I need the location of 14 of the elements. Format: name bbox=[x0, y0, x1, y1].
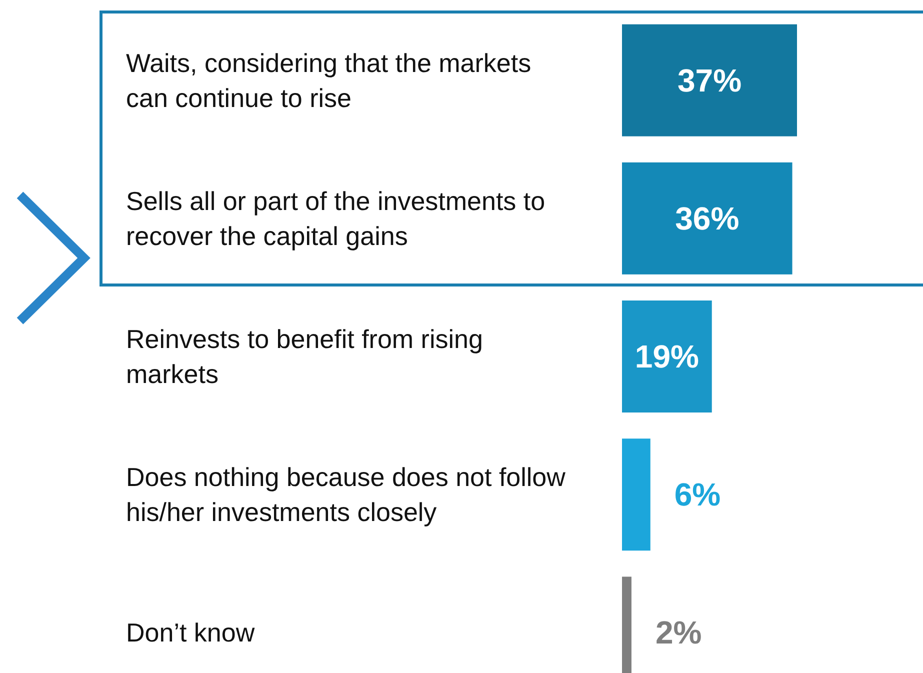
data-label: 2% bbox=[655, 614, 702, 651]
data-label: 6% bbox=[674, 476, 721, 513]
y-tick-label: Does nothing because does not follow his/her investments closely bbox=[126, 462, 566, 528]
y-tick-label: Don’t know bbox=[126, 618, 255, 648]
bar bbox=[622, 162, 792, 274]
y-tick-label: Reinvests to benefit from rising markets bbox=[126, 324, 483, 389]
data-label: 19% bbox=[634, 338, 699, 374]
y-tick-label: Sells all or part of the investments to recover the capital gains bbox=[126, 186, 546, 251]
data-label: 36% bbox=[675, 200, 740, 236]
data-label: 37% bbox=[677, 62, 742, 98]
bar bbox=[622, 438, 650, 551]
bar bbox=[622, 300, 712, 412]
y-tick-label: Waits, considering that the markets can continue to rise bbox=[126, 48, 532, 113]
bar bbox=[622, 24, 797, 136]
